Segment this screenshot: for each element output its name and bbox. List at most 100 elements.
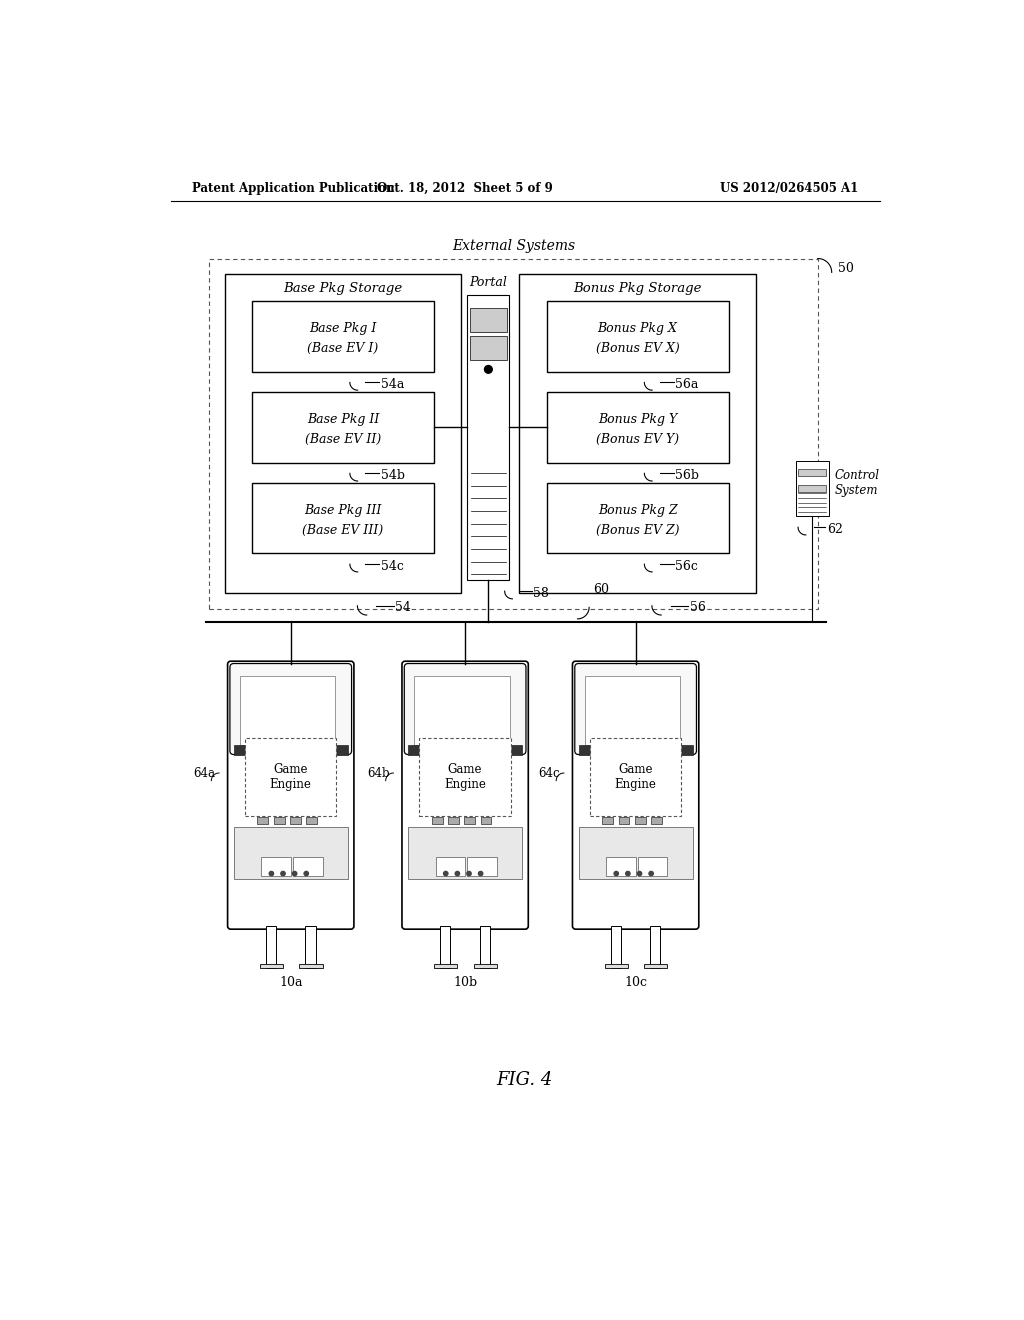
Text: 58: 58 xyxy=(534,586,549,599)
Text: (Base EV I): (Base EV I) xyxy=(307,342,379,355)
Text: 10c: 10c xyxy=(624,977,647,989)
Text: US 2012/0264505 A1: US 2012/0264505 A1 xyxy=(720,182,858,194)
Circle shape xyxy=(304,871,308,875)
Circle shape xyxy=(614,871,618,875)
Text: Bonus Pkg X: Bonus Pkg X xyxy=(598,322,678,335)
FancyBboxPatch shape xyxy=(299,964,323,969)
FancyBboxPatch shape xyxy=(644,964,668,969)
Text: (Bonus EV Y): (Bonus EV Y) xyxy=(596,433,679,446)
Text: 64b: 64b xyxy=(367,767,389,780)
Circle shape xyxy=(649,871,653,875)
FancyBboxPatch shape xyxy=(306,817,317,824)
FancyBboxPatch shape xyxy=(252,301,434,372)
Text: 10b: 10b xyxy=(453,977,477,989)
FancyBboxPatch shape xyxy=(604,964,628,969)
FancyBboxPatch shape xyxy=(480,927,489,969)
Text: 62: 62 xyxy=(826,523,843,536)
FancyBboxPatch shape xyxy=(409,744,522,755)
FancyBboxPatch shape xyxy=(409,826,522,879)
FancyBboxPatch shape xyxy=(432,817,442,824)
Text: Patent Application Publication: Patent Application Publication xyxy=(191,182,394,194)
FancyBboxPatch shape xyxy=(547,392,729,462)
FancyBboxPatch shape xyxy=(572,661,698,929)
Text: (Bonus EV Z): (Bonus EV Z) xyxy=(596,524,679,537)
FancyBboxPatch shape xyxy=(230,664,351,755)
Text: 60: 60 xyxy=(593,582,609,595)
Text: Game
Engine: Game Engine xyxy=(614,763,656,791)
Text: 56: 56 xyxy=(690,601,706,614)
Text: 54: 54 xyxy=(395,601,412,614)
Text: Base Pkg II: Base Pkg II xyxy=(307,413,379,426)
FancyBboxPatch shape xyxy=(470,335,507,360)
FancyBboxPatch shape xyxy=(402,661,528,929)
FancyBboxPatch shape xyxy=(547,483,729,553)
FancyBboxPatch shape xyxy=(651,817,662,824)
FancyBboxPatch shape xyxy=(585,676,680,746)
FancyBboxPatch shape xyxy=(799,470,826,477)
Circle shape xyxy=(269,871,273,875)
Text: FIG. 4: FIG. 4 xyxy=(497,1071,553,1089)
Text: Control
System: Control System xyxy=(835,469,880,498)
FancyBboxPatch shape xyxy=(293,857,323,876)
Circle shape xyxy=(478,871,482,875)
Text: 56c: 56c xyxy=(676,560,698,573)
FancyBboxPatch shape xyxy=(796,461,828,516)
FancyBboxPatch shape xyxy=(415,676,510,746)
FancyBboxPatch shape xyxy=(440,927,451,969)
FancyBboxPatch shape xyxy=(260,964,283,969)
FancyBboxPatch shape xyxy=(467,857,497,876)
Text: 64a: 64a xyxy=(194,767,215,780)
FancyBboxPatch shape xyxy=(273,817,285,824)
Circle shape xyxy=(467,871,471,875)
FancyBboxPatch shape xyxy=(261,857,291,876)
Text: Game
Engine: Game Engine xyxy=(269,763,311,791)
FancyBboxPatch shape xyxy=(590,738,681,816)
Circle shape xyxy=(293,871,297,875)
FancyBboxPatch shape xyxy=(290,817,301,824)
Text: Base Pkg Storage: Base Pkg Storage xyxy=(284,281,402,294)
FancyBboxPatch shape xyxy=(209,259,818,609)
Text: 54a: 54a xyxy=(381,378,404,391)
FancyBboxPatch shape xyxy=(227,661,354,929)
FancyBboxPatch shape xyxy=(252,483,434,553)
FancyBboxPatch shape xyxy=(449,817,459,824)
Text: Base Pkg I: Base Pkg I xyxy=(309,322,377,335)
FancyBboxPatch shape xyxy=(266,927,276,969)
Circle shape xyxy=(626,871,630,875)
FancyBboxPatch shape xyxy=(245,738,337,816)
FancyBboxPatch shape xyxy=(474,964,497,969)
FancyBboxPatch shape xyxy=(638,857,668,876)
Circle shape xyxy=(637,871,642,875)
FancyBboxPatch shape xyxy=(252,392,434,462)
Text: 56a: 56a xyxy=(676,378,698,391)
FancyBboxPatch shape xyxy=(257,817,268,824)
Text: Oct. 18, 2012  Sheet 5 of 9: Oct. 18, 2012 Sheet 5 of 9 xyxy=(377,182,553,194)
FancyBboxPatch shape xyxy=(435,857,465,876)
FancyBboxPatch shape xyxy=(480,817,492,824)
FancyBboxPatch shape xyxy=(574,664,696,755)
Text: Portal: Portal xyxy=(469,276,507,289)
FancyBboxPatch shape xyxy=(225,275,461,594)
FancyBboxPatch shape xyxy=(404,664,526,755)
Circle shape xyxy=(484,366,493,374)
FancyBboxPatch shape xyxy=(420,738,511,816)
Text: 54b: 54b xyxy=(381,469,404,482)
FancyBboxPatch shape xyxy=(606,857,636,876)
FancyBboxPatch shape xyxy=(434,964,458,969)
FancyBboxPatch shape xyxy=(464,817,475,824)
FancyBboxPatch shape xyxy=(618,817,630,824)
FancyBboxPatch shape xyxy=(470,308,507,333)
Text: 54c: 54c xyxy=(381,560,403,573)
Text: Bonus Pkg Z: Bonus Pkg Z xyxy=(598,504,677,517)
Text: Bonus Pkg Storage: Bonus Pkg Storage xyxy=(573,281,701,294)
Text: 10a: 10a xyxy=(279,977,302,989)
Text: (Base EV III): (Base EV III) xyxy=(302,524,384,537)
Text: (Base EV II): (Base EV II) xyxy=(305,433,381,446)
FancyBboxPatch shape xyxy=(233,826,348,879)
Text: Game
Engine: Game Engine xyxy=(444,763,486,791)
FancyBboxPatch shape xyxy=(650,927,660,969)
FancyBboxPatch shape xyxy=(579,744,692,755)
Text: 64c: 64c xyxy=(539,767,560,780)
FancyBboxPatch shape xyxy=(305,927,315,969)
FancyBboxPatch shape xyxy=(547,301,729,372)
